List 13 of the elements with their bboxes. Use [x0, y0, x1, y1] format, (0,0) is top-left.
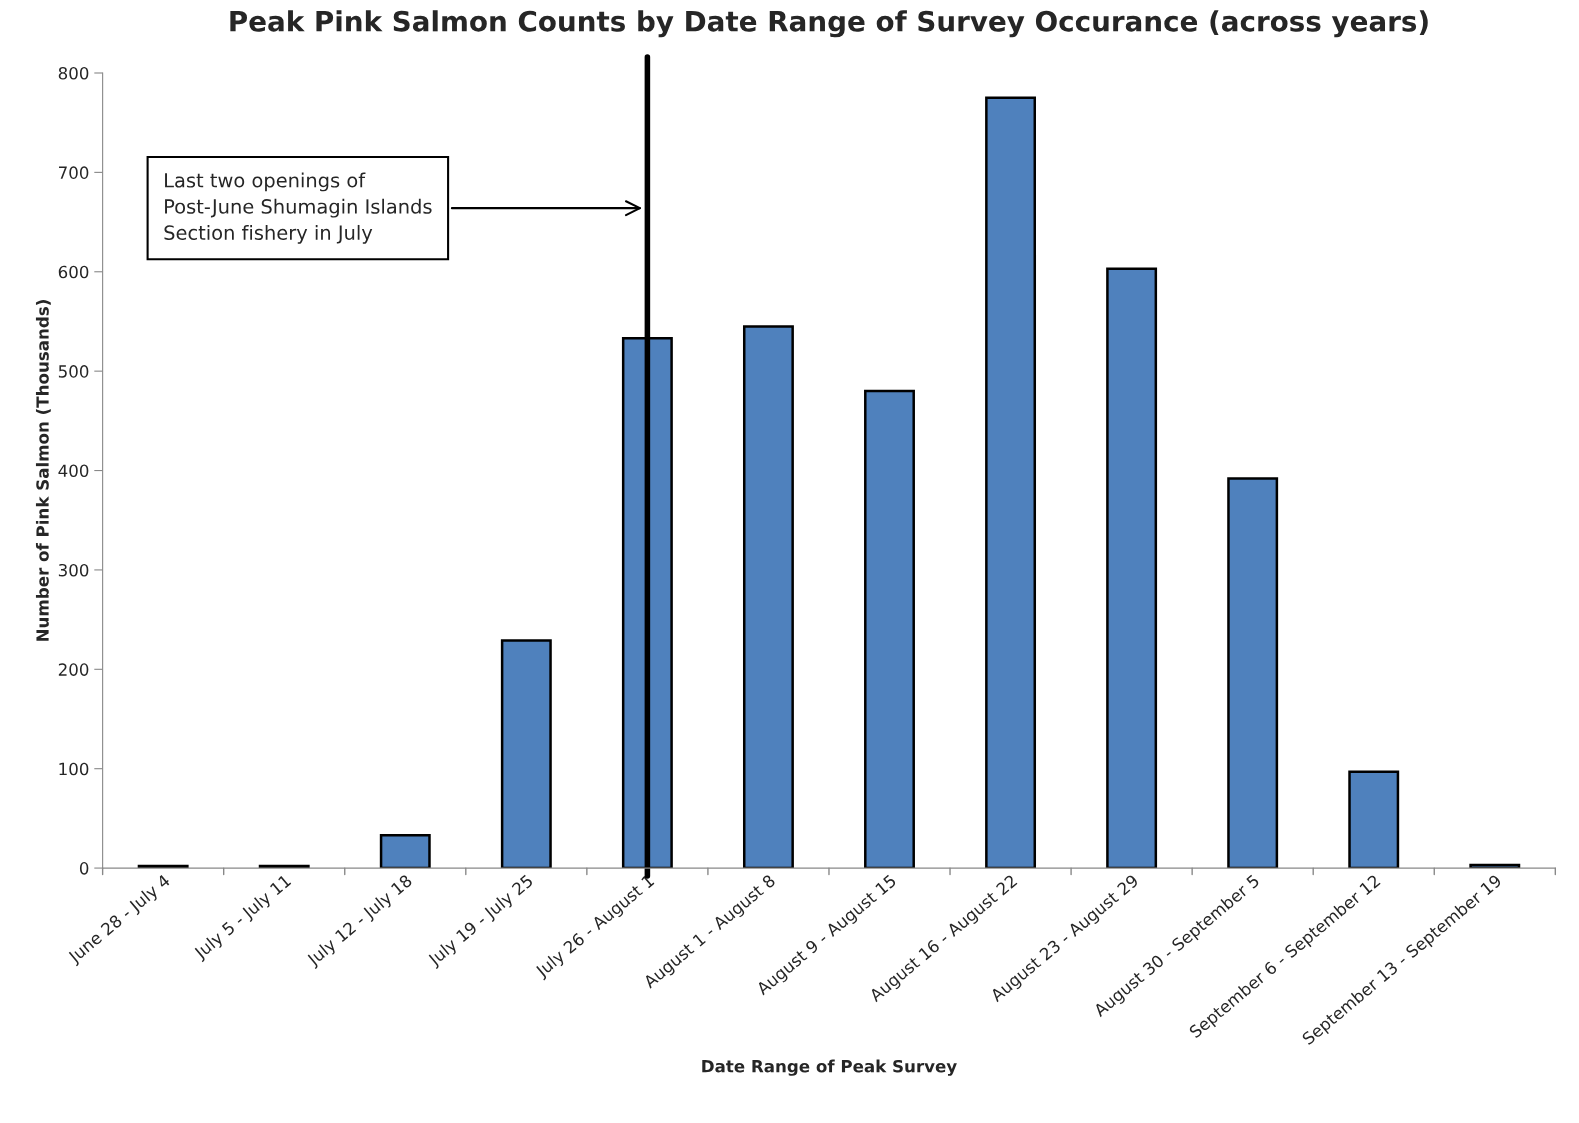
y-tick-label: 500	[58, 365, 89, 378]
y-tick-label: 700	[59, 166, 89, 179]
y-tick-label: 300	[58, 563, 89, 577]
y-tick-label: 100	[59, 762, 89, 776]
y-tick-label: 400	[58, 464, 89, 478]
y-tick-label: 800	[58, 66, 89, 80]
y-axis-title: Number of Pink Salmon (Thousands)	[35, 300, 51, 641]
y-tick-label: 200	[58, 663, 89, 676]
y-tick-label: 600	[58, 265, 89, 279]
chart-title: Peak Pink Salmon Counts by Date Range of Survey Occurance (across years)	[230, 10, 1428, 38]
ref-line-label: Last two openings of Post-June Shumagin Islands Section fishery in July	[164, 172, 432, 244]
y-tick-label: 0	[79, 862, 89, 875]
x-axis-title: Date Range of Peak Survey	[702, 1059, 957, 1076]
